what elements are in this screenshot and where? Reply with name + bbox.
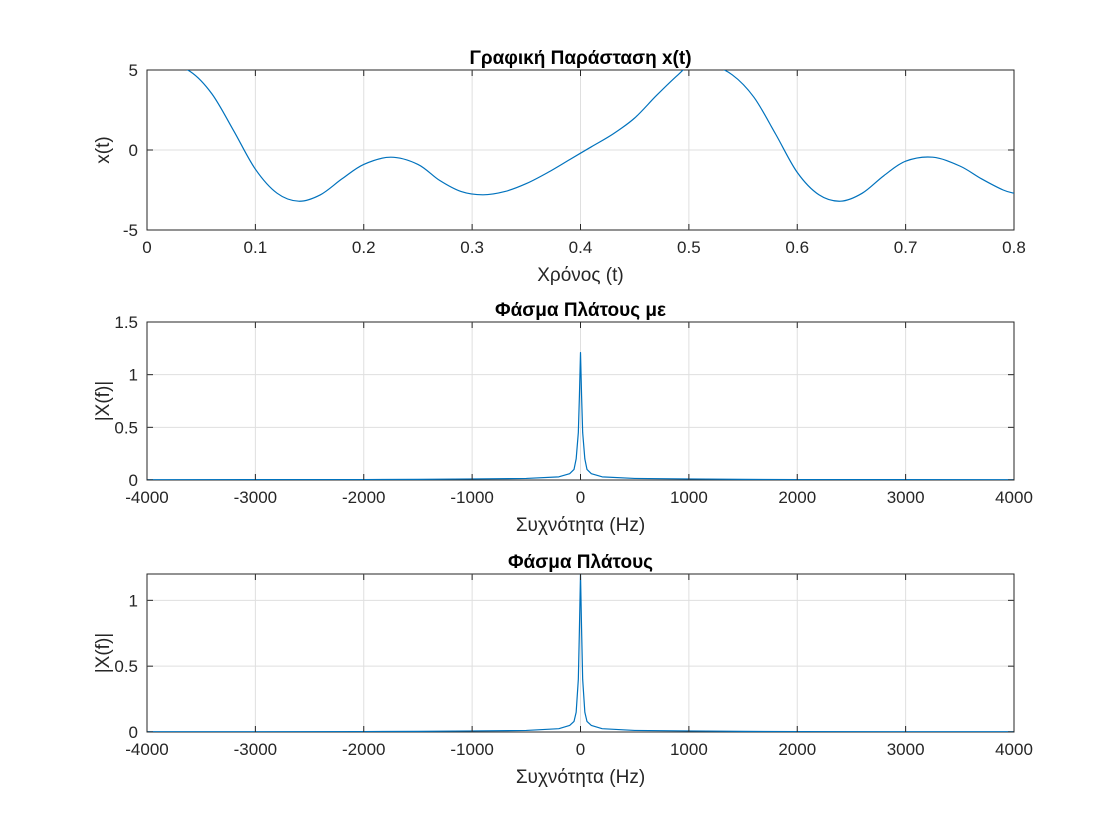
y-tick-label: -5 (123, 221, 138, 240)
x-tick-label: 0 (576, 740, 585, 759)
x-tick-label: -2000 (342, 488, 385, 507)
chart-title: Φάσμα Πλάτους με (495, 300, 666, 321)
x-tick-label: 0 (142, 238, 151, 257)
x-tick-label: 1000 (670, 488, 708, 507)
x-tick-label: -4000 (125, 488, 168, 507)
chart-title: Γραφική Παράσταση x(t) (469, 48, 691, 69)
y-axis-label: x(t) (93, 136, 114, 163)
subplot-amplitude-spectrum-with: -4000 -3000 -2000 -1000 0 1000 2000 3000 4000 0 0.… (93, 300, 1033, 536)
x-tick-label: 0.7 (894, 238, 918, 257)
subplot-amplitude-spectrum: -4000 -3000 -2000 -1000 0 1000 2000 3000 4000 0 0.… (93, 552, 1033, 788)
plot-area (147, 351, 1014, 480)
y-tick-label: 0 (129, 471, 138, 490)
series-line (147, 70, 1014, 202)
x-tick-label: 4000 (995, 740, 1033, 759)
x-tick-label: 0 (576, 488, 585, 507)
x-tick-label: 4000 (995, 488, 1033, 507)
subplot-time-signal: 0 0.1 0.2 0.3 0.4 0.5 0.6 0.7 0.8-505 Γραφική Πα… (93, 48, 1026, 286)
x-tick-label: 0.5 (677, 238, 701, 257)
x-axis-label: Συχνότητα (Hz) (516, 515, 645, 536)
x-axis-label: Συχνότητα (Hz) (516, 767, 645, 788)
y-axis-label: |X(f)| (93, 381, 114, 421)
x-tick-label: -3000 (234, 740, 277, 759)
y-axis-label: |X(f)| (93, 633, 114, 673)
x-tick-label: 0.1 (244, 238, 268, 257)
x-tick-label: 2000 (778, 740, 816, 759)
x-tick-label: 0.6 (785, 238, 809, 257)
x-tick-label: -4000 (125, 740, 168, 759)
y-tick-label: 0 (129, 723, 138, 742)
tick-marks: -4000 -3000 -2000 -1000 0 1000 2000 3000 4000 0 0.… (114, 574, 1033, 759)
chart-title: Φάσμα Πλάτους (508, 552, 653, 573)
y-tick-label: 1 (129, 591, 138, 610)
tick-marks: -4000 -3000 -2000 -1000 0 1000 2000 3000 4000 0 0.… (114, 313, 1033, 507)
y-tick-label: 0 (129, 141, 138, 160)
grid-lines (147, 70, 1014, 230)
x-tick-label: 0.8 (1002, 238, 1026, 257)
plot-area (147, 70, 1014, 202)
y-tick-label: 5 (129, 61, 138, 80)
x-tick-label: 2000 (778, 488, 816, 507)
y-tick-label: 0.5 (114, 657, 138, 676)
x-tick-label: -3000 (234, 488, 277, 507)
series-line (147, 351, 1014, 480)
x-tick-label: 0.4 (569, 238, 593, 257)
y-tick-label: 0.5 (114, 418, 138, 437)
x-tick-label: -1000 (450, 488, 493, 507)
y-tick-label: 1.5 (114, 313, 138, 332)
plot-area (147, 574, 1014, 732)
grid-lines (147, 322, 1014, 480)
tick-marks: 0 0.1 0.2 0.3 0.4 0.5 0.6 0.7 0.8-505 (123, 61, 1026, 257)
x-axis-label: Χρόνος (t) (537, 265, 623, 286)
x-tick-label: 0.3 (460, 238, 484, 257)
x-tick-label: 1000 (670, 740, 708, 759)
x-tick-label: 0.2 (352, 238, 376, 257)
x-tick-label: -2000 (342, 740, 385, 759)
y-tick-label: 1 (129, 366, 138, 385)
x-tick-label: -1000 (450, 740, 493, 759)
series-line (147, 574, 1014, 732)
x-tick-label: 3000 (887, 488, 925, 507)
x-tick-label: 3000 (887, 740, 925, 759)
